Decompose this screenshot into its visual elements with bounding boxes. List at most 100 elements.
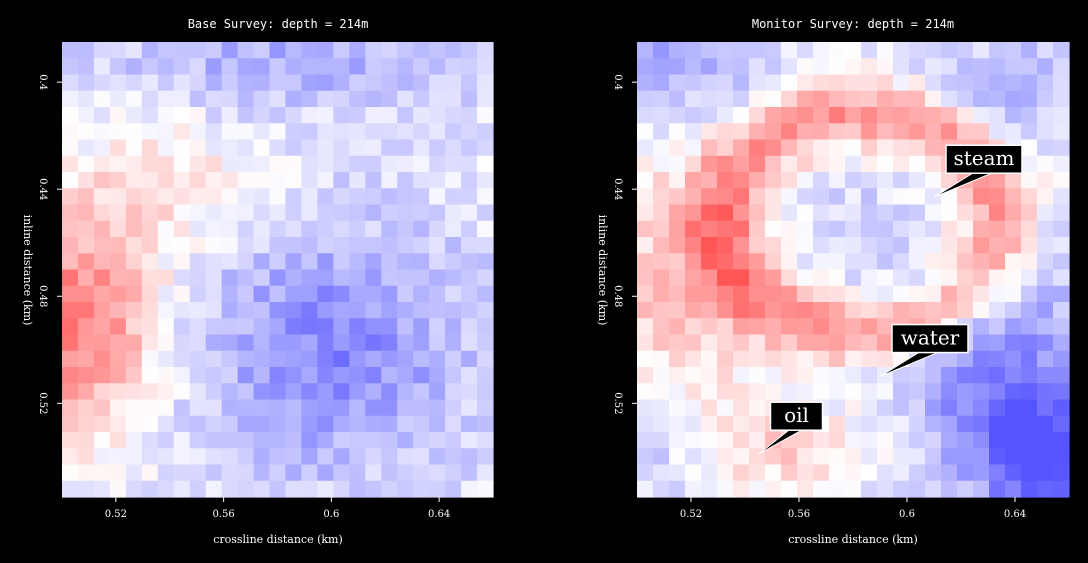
heatmap-cell [157, 155, 175, 173]
heatmap-cell [109, 237, 127, 254]
heatmap-cell [221, 383, 239, 401]
heatmap-cell [189, 318, 207, 336]
heatmap-cell [205, 269, 223, 287]
heatmap-cell [397, 318, 414, 336]
heatmap-cell [861, 399, 878, 417]
heatmap-cell [1005, 204, 1022, 222]
heatmap-cell [381, 58, 398, 76]
heatmap-cell [909, 448, 926, 466]
heatmap-cell [861, 172, 878, 189]
heatmap-cell [285, 58, 303, 76]
heatmap-cell [365, 480, 382, 498]
heatmap-cell [125, 269, 143, 287]
heatmap-cell [861, 318, 878, 336]
x-tick-label: 0.56 [212, 509, 234, 520]
heatmap-cell [685, 139, 702, 157]
heatmap-cell [637, 464, 654, 482]
heatmap-cell [957, 415, 974, 433]
heatmap-cell [909, 42, 926, 59]
heatmap-cell [397, 432, 414, 449]
heatmap-cell [781, 302, 798, 319]
heatmap-cell [829, 399, 846, 417]
heatmap-cell [717, 42, 734, 59]
heatmap-cell [861, 415, 878, 433]
heatmap-cell [445, 220, 462, 238]
x-tick-label: 0.52 [105, 509, 127, 520]
heatmap-cell [157, 269, 175, 287]
heatmap-cell [941, 42, 958, 59]
heatmap-cell [685, 155, 702, 173]
heatmap-cell [173, 253, 191, 271]
heatmap-cell [877, 350, 894, 368]
heatmap-cell [349, 123, 366, 141]
heatmap-cell [925, 415, 942, 433]
heatmap-cell [957, 399, 974, 417]
heatmap-cell [429, 204, 446, 222]
heatmap-cell [125, 204, 143, 222]
heatmap-cell [717, 123, 734, 141]
heatmap-cell [93, 399, 111, 417]
heatmap-cell [701, 107, 718, 124]
heatmap-cell [637, 204, 654, 222]
heatmap-cell [861, 432, 878, 449]
heatmap-cell [445, 237, 462, 254]
heatmap-cell [445, 155, 462, 173]
heatmap-cell [989, 448, 1006, 466]
heatmap-cell [829, 172, 846, 189]
heatmap-cell [733, 464, 750, 482]
heatmap-cell [461, 188, 478, 206]
heatmap-cell [1021, 237, 1038, 254]
heatmap-cell [1021, 123, 1038, 141]
heatmap-cell [925, 220, 942, 238]
heatmap-cell [285, 383, 303, 401]
heatmap-cell [237, 334, 255, 352]
heatmap-cell [1053, 107, 1070, 124]
heatmap-cell [653, 432, 670, 449]
heatmap-cell [141, 399, 159, 417]
heatmap-cell [669, 285, 686, 303]
heatmap-cell [429, 432, 446, 449]
heatmap-cell [221, 480, 239, 498]
heatmap-cell [941, 253, 958, 271]
heatmap-cell [141, 269, 159, 287]
heatmap-cell [301, 318, 318, 336]
heatmap-cell [429, 155, 446, 173]
heatmap-cell [701, 415, 718, 433]
heatmap-cell [637, 58, 654, 76]
heatmap-cell [813, 90, 830, 108]
heatmap-cell [957, 204, 974, 222]
heatmap-cell [173, 318, 191, 336]
heatmap-cell [1021, 383, 1038, 401]
heatmap-cell [141, 318, 159, 336]
heatmap-cell [205, 107, 223, 124]
heatmap-cell [461, 415, 478, 433]
heatmap-cell [173, 480, 191, 498]
heatmap-cell [1021, 480, 1038, 498]
heatmap-cell [285, 237, 303, 254]
heatmap-cell [349, 318, 366, 336]
heatmap-cell [973, 42, 990, 59]
heatmap-cell [685, 172, 702, 189]
heatmap-cell [989, 350, 1006, 368]
heatmap-cell [781, 90, 798, 108]
heatmap-cell [477, 139, 494, 157]
heatmap-cell [893, 58, 910, 76]
heatmap-cell [141, 415, 159, 433]
heatmap-cell [1005, 350, 1022, 368]
heatmap-cell [685, 448, 702, 466]
heatmap-cell [1053, 448, 1070, 466]
heatmap-cell [365, 334, 382, 352]
heatmap-cell [429, 399, 446, 417]
heatmap-cell [77, 367, 95, 384]
heatmap-cell [1021, 432, 1038, 449]
heatmap-cell [637, 432, 654, 449]
heatmap-cell [829, 367, 846, 384]
heatmap-cell [173, 302, 191, 319]
heatmap-cell [893, 237, 910, 254]
heatmap-cell [941, 107, 958, 124]
heatmap-cell [733, 58, 750, 76]
heatmap-cell [173, 464, 191, 482]
heatmap-cell [877, 139, 894, 157]
heatmap-cell [381, 90, 398, 108]
